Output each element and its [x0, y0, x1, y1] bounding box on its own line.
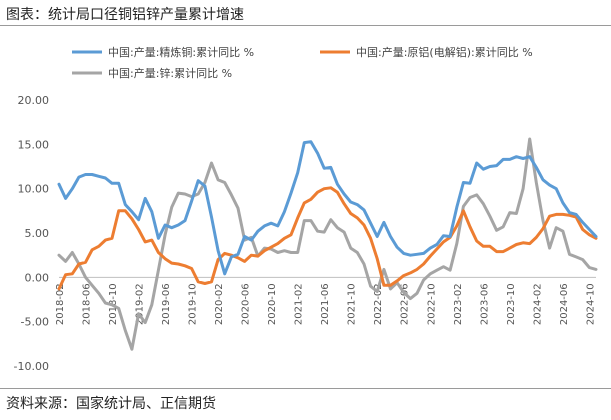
series-lines: [57, 137, 598, 351]
x-tick-label: 2021-06: [320, 283, 331, 325]
x-tick-label: 2020-06: [241, 283, 252, 325]
y-tick-label: -10.00: [14, 360, 49, 373]
source-divider: [0, 388, 611, 389]
x-tick-label: 2018-06: [82, 283, 93, 325]
legend-label-0: 中国:产量:精炼铜:累计同比 %: [108, 45, 254, 59]
legend-label-2: 中国:产量:锌:累计同比 %: [108, 66, 232, 80]
source-note: 资料来源：国家统计局、正信期货: [6, 396, 216, 412]
x-tick-label: 2018-02: [55, 283, 66, 325]
x-axis: 2018-02 2018-06 2018-10 2019-02 2019-06 2019-…: [55, 276, 596, 325]
y-tick-label: 5.00: [25, 227, 50, 240]
x-tick-label: 2023-06: [479, 283, 490, 325]
y-tick-label: 10.00: [18, 183, 50, 196]
x-tick-label: 2022-10: [426, 283, 437, 325]
x-tick-label: 2019-02: [135, 283, 146, 325]
y-tick-label: 20.00: [18, 94, 50, 107]
series-line-2: [57, 137, 598, 351]
x-tick-label: 2022-06: [400, 283, 411, 325]
x-tick-label: 2020-02: [214, 283, 225, 325]
x-tick-label: 2024-06: [559, 283, 570, 325]
series-line-1: [57, 186, 598, 291]
x-tick-label: 2023-02: [453, 283, 464, 325]
x-tick-label: 2021-10: [347, 283, 358, 325]
x-tick-label: 2024-02: [532, 283, 543, 325]
y-axis: -10.00 -5.00 0.00 5.00 10.00 15.00 20.00: [14, 94, 49, 373]
series-line-0: [57, 140, 598, 276]
y-tick-label: 0.00: [25, 271, 50, 284]
legend: 中国:产量:精炼铜:累计同比 % 中国:产量:原铝(电解铝):累计同比 % 中国:产…: [72, 45, 533, 80]
x-tick-label: 2019-10: [188, 283, 199, 325]
x-tick-label: 2021-02: [294, 283, 305, 325]
x-tick-label: 2020-10: [267, 283, 278, 325]
x-tick-label: 2023-10: [506, 283, 517, 325]
chart-title: 图表：统计局口径铜铝锌产量累计增速: [6, 7, 244, 23]
y-tick-label: 15.00: [18, 138, 50, 151]
y-tick-label: -5.00: [21, 316, 49, 329]
title-divider: [0, 25, 611, 26]
legend-label-1: 中国:产量:原铝(电解铝):累计同比 %: [356, 45, 533, 59]
x-tick-label: 2022-02: [373, 283, 384, 325]
x-tick-label: 2024-10: [585, 283, 596, 325]
x-tick-label: 2019-06: [161, 283, 172, 325]
